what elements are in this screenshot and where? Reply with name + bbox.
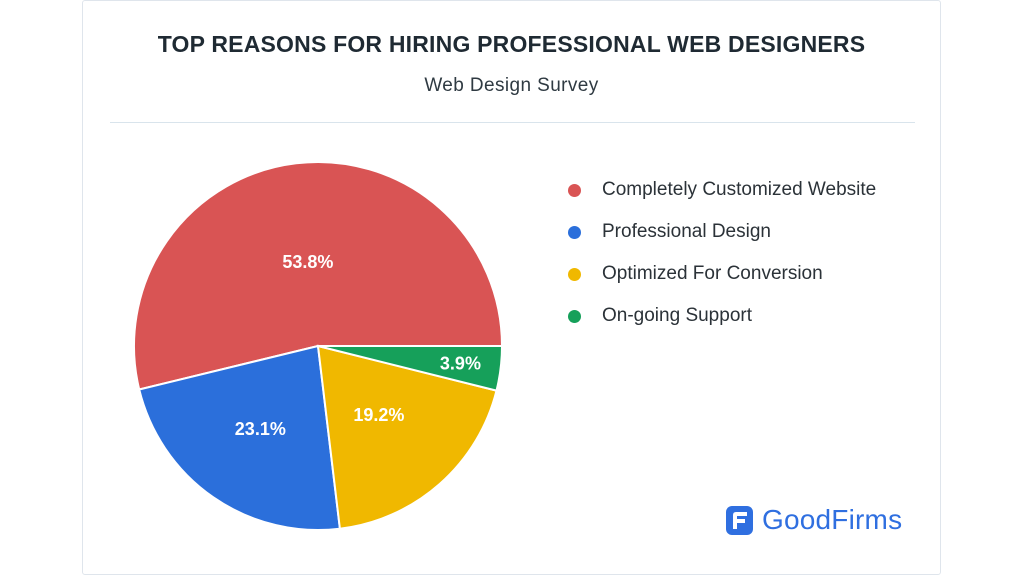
legend-swatch xyxy=(568,225,581,239)
pie-chart: 53.8% 23.1% 19.2% 3.9% xyxy=(133,161,504,531)
legend-label: Completely Customized Website xyxy=(602,179,877,200)
pie-slice-label: 53.8% xyxy=(282,252,333,272)
chart-card: TOP REASONS FOR HIRING PROFESSIONAL WEB … xyxy=(82,0,941,575)
legend-label: On-going Support xyxy=(602,305,752,326)
title-divider xyxy=(110,122,915,123)
pie-slice-completely-customized-website xyxy=(133,161,504,391)
legend-item-completely-customized-website: Completely Customized Website xyxy=(568,169,876,211)
chart-legend: Completely Customized Website Profession… xyxy=(568,169,876,337)
pie-slice-label: 19.2% xyxy=(353,405,404,425)
legend-item-professional-design: Professional Design xyxy=(568,211,876,253)
legend-swatch xyxy=(568,267,581,281)
legend-swatch xyxy=(568,309,581,323)
goodfirms-logo-icon xyxy=(726,505,753,535)
chart-subtitle: Web Design Survey xyxy=(424,75,599,96)
goodfirms-logo-text: GoodFirms xyxy=(762,504,903,535)
goodfirms-logo: GoodFirms xyxy=(726,504,902,536)
legend-item-on-going-support: On-going Support xyxy=(568,295,876,337)
legend-item-optimized-for-conversion: Optimized For Conversion xyxy=(568,253,876,295)
pie-slice-professional-design xyxy=(138,344,342,531)
pie-slice-on-going-support xyxy=(317,345,504,392)
legend-label: Professional Design xyxy=(602,221,771,242)
pie-slice-optimized-for-conversion xyxy=(316,344,498,530)
pie-slice-label: 23.1% xyxy=(235,419,286,439)
legend-swatch xyxy=(568,183,581,197)
pie-slice-label: 3.9% xyxy=(440,354,481,374)
chart-title: TOP REASONS FOR HIRING PROFESSIONAL WEB … xyxy=(157,31,866,57)
legend-label: Optimized For Conversion xyxy=(602,263,823,284)
